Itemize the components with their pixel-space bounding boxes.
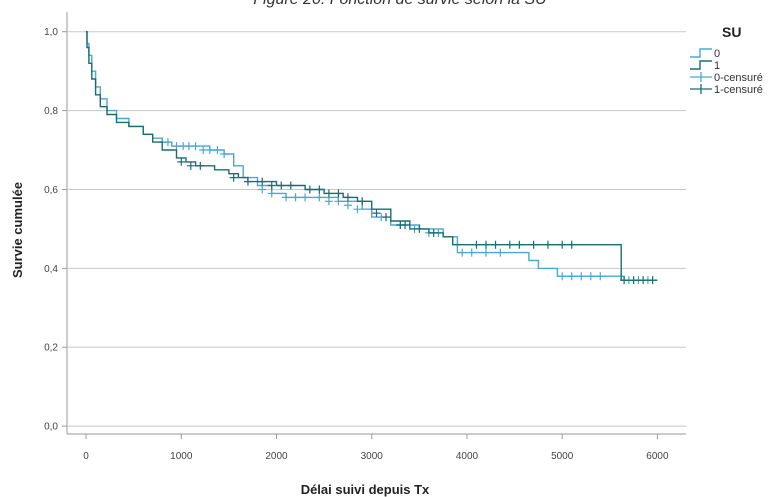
legend-swatch-0 bbox=[690, 48, 712, 58]
y-axis-title: Survie cumulée bbox=[10, 182, 25, 278]
series-0-censor-5 bbox=[191, 142, 200, 151]
series-0-censor-8 bbox=[213, 146, 222, 155]
series-0-censor-1 bbox=[163, 138, 172, 147]
series-0-censor-17 bbox=[334, 197, 343, 206]
series-0-censor-32 bbox=[586, 272, 595, 281]
y-tick-label-2: 0,4 bbox=[44, 264, 58, 275]
y-tick-label-3: 0,6 bbox=[44, 185, 58, 196]
series-1-censor-12 bbox=[334, 189, 343, 198]
x-tick-label-1: 1000 bbox=[170, 451, 193, 462]
series-1-censor-33 bbox=[648, 276, 657, 285]
series-0-censor-7 bbox=[205, 146, 214, 155]
series-1-censor-13 bbox=[343, 193, 352, 202]
x-tick-label-5: 5000 bbox=[551, 451, 574, 462]
series-0-censor-13 bbox=[291, 193, 300, 202]
grid-layer bbox=[66, 12, 686, 435]
legend-label-2: 0-censuré bbox=[714, 72, 763, 84]
series-1-censor-28 bbox=[558, 240, 567, 249]
y-tick-label-0: 0,0 bbox=[44, 422, 58, 433]
series-1-censor-8 bbox=[286, 181, 295, 190]
series-0-censor-14 bbox=[301, 193, 310, 202]
series-1-censor-15 bbox=[372, 209, 381, 218]
series-1-censor-30 bbox=[620, 276, 629, 285]
x-axis-title: Délai suivi depuis Tx bbox=[301, 482, 430, 497]
series-0-censor-12 bbox=[282, 193, 291, 202]
series-1-censor-32 bbox=[639, 276, 648, 285]
series-1-censor-7 bbox=[277, 181, 286, 190]
series-1-censor-21 bbox=[472, 240, 481, 249]
legend-swatch-1 bbox=[690, 60, 712, 70]
series-1-censor-19 bbox=[415, 224, 424, 233]
series-0-censor-10 bbox=[258, 185, 267, 194]
series-1-censor-6 bbox=[267, 181, 276, 190]
series-layer bbox=[86, 31, 658, 285]
x-tick-label-3: 3000 bbox=[361, 451, 384, 462]
series-1-line bbox=[86, 31, 658, 281]
legend-label-3: 1-censuré bbox=[714, 84, 763, 96]
chart-title: Figure 20. Fonction de survie selon la S… bbox=[253, 0, 547, 8]
y-tick-label-4: 0,8 bbox=[44, 106, 58, 117]
series-1-censor-20 bbox=[429, 228, 438, 237]
series-1-censor-23 bbox=[491, 240, 500, 249]
y-ticks: 0,0 0,2 0,4 0,6 0,8 1,0 bbox=[44, 27, 67, 433]
series-0-censor-27 bbox=[482, 248, 491, 257]
x-tick-label-2: 2000 bbox=[265, 451, 288, 462]
legend-label-1: 1 bbox=[714, 60, 720, 72]
series-0-censor-30 bbox=[567, 272, 576, 281]
series-0-censor-18 bbox=[343, 201, 352, 210]
series-1-censor-16 bbox=[382, 213, 391, 222]
series-1-censor-0 bbox=[177, 157, 186, 166]
y-tick-label-5: 1,0 bbox=[44, 27, 58, 38]
series-1-censor-11 bbox=[324, 189, 333, 198]
series-1-censor-27 bbox=[543, 240, 552, 249]
series-0-censor-26 bbox=[467, 248, 476, 257]
legend-title: SU bbox=[722, 24, 741, 40]
legend-label-0: 0 bbox=[714, 48, 720, 60]
series-0-line bbox=[86, 31, 658, 281]
y-tick-label-1: 0,2 bbox=[44, 343, 58, 354]
series-0-censor-28 bbox=[496, 248, 505, 257]
series-1-censor-2 bbox=[196, 161, 205, 170]
x-tick-label-6: 6000 bbox=[646, 451, 669, 462]
x-ticks: 0 1000 2000 3000 4000 5000 6000 bbox=[83, 434, 669, 462]
legend-swatch-2 bbox=[690, 72, 712, 82]
series-0-censor-29 bbox=[558, 272, 567, 281]
series-1-censor-1 bbox=[186, 161, 195, 170]
series-1-censor-25 bbox=[515, 240, 524, 249]
series-0-censor-16 bbox=[324, 197, 333, 206]
series-0-censor-31 bbox=[577, 272, 586, 281]
series-1-censor-14 bbox=[358, 197, 367, 206]
series-1-censor-5 bbox=[258, 177, 267, 186]
series-0-censor-11 bbox=[267, 189, 276, 198]
series-0-censor-33 bbox=[596, 272, 605, 281]
x-tick-label-0: 0 bbox=[83, 451, 89, 462]
series-1-censor-4 bbox=[243, 177, 252, 186]
series-1-censor-10 bbox=[315, 185, 324, 194]
x-tick-label-4: 4000 bbox=[456, 451, 479, 462]
series-1-censor-9 bbox=[305, 185, 314, 194]
series-0-censor-15 bbox=[315, 193, 324, 202]
series-1-censor-3 bbox=[229, 173, 238, 182]
legend-swatch-3 bbox=[690, 84, 712, 94]
series-1-censor-26 bbox=[529, 240, 538, 249]
series-0-censor-19 bbox=[353, 205, 362, 214]
series-1-censor-18 bbox=[401, 220, 410, 229]
series-0-censor-25 bbox=[458, 248, 467, 257]
series-1-censor-31 bbox=[629, 276, 638, 285]
series-0-censor-9 bbox=[220, 149, 229, 158]
series-1-censor-29 bbox=[567, 240, 576, 249]
series-1-censor-24 bbox=[505, 240, 514, 249]
series-1-censor-22 bbox=[482, 240, 491, 249]
